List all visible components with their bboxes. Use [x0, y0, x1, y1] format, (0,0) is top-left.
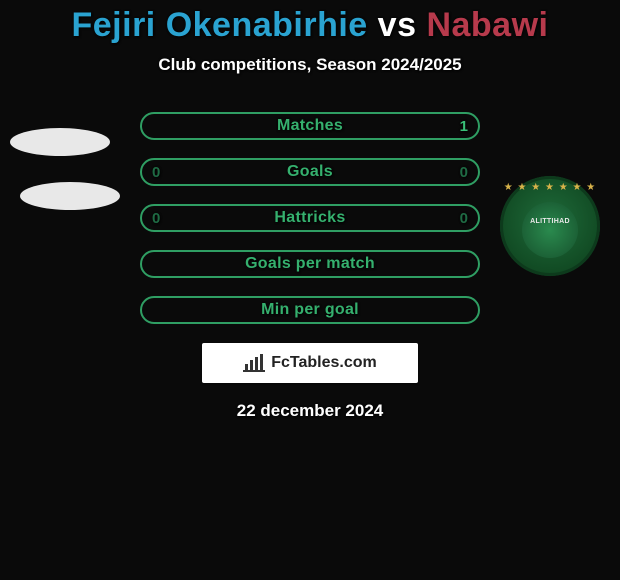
stat-row: Min per goal	[0, 287, 620, 333]
stat-pill: Matches1	[140, 112, 480, 140]
stat-pill: Goals per match	[140, 250, 480, 278]
title-vs: vs	[368, 6, 427, 44]
stat-row: Goals per match	[0, 241, 620, 287]
stat-value-right: 0	[460, 160, 468, 184]
stat-label: Goals	[142, 160, 478, 184]
bar-chart-icon	[243, 354, 265, 372]
stat-row: Matches1	[0, 103, 620, 149]
stat-label: Goals per match	[142, 252, 478, 276]
title-player-2: Nabawi	[426, 6, 548, 44]
infographic-container: Fejiri Okenabirhie vs Nabawi Club compet…	[0, 6, 620, 580]
page-title: Fejiri Okenabirhie vs Nabawi	[0, 6, 620, 45]
stat-row: 0Goals0	[0, 149, 620, 195]
stat-label: Min per goal	[142, 298, 478, 322]
stat-pill: 0Goals0	[140, 158, 480, 186]
stat-rows: Matches10Goals00Hattricks0Goals per matc…	[0, 103, 620, 333]
date-text: 22 december 2024	[0, 401, 620, 421]
stat-label: Matches	[142, 114, 478, 138]
subtitle: Club competitions, Season 2024/2025	[0, 55, 620, 75]
footer-attribution-text: FcTables.com	[271, 354, 377, 372]
footer-attribution-card: FcTables.com	[202, 343, 418, 383]
stat-pill: Min per goal	[140, 296, 480, 324]
stat-value-right: 1	[460, 114, 468, 138]
stat-value-right: 0	[460, 206, 468, 230]
stat-label: Hattricks	[142, 206, 478, 230]
title-player-1: Fejiri Okenabirhie	[72, 6, 368, 44]
stat-pill: 0Hattricks0	[140, 204, 480, 232]
stat-row: 0Hattricks0	[0, 195, 620, 241]
